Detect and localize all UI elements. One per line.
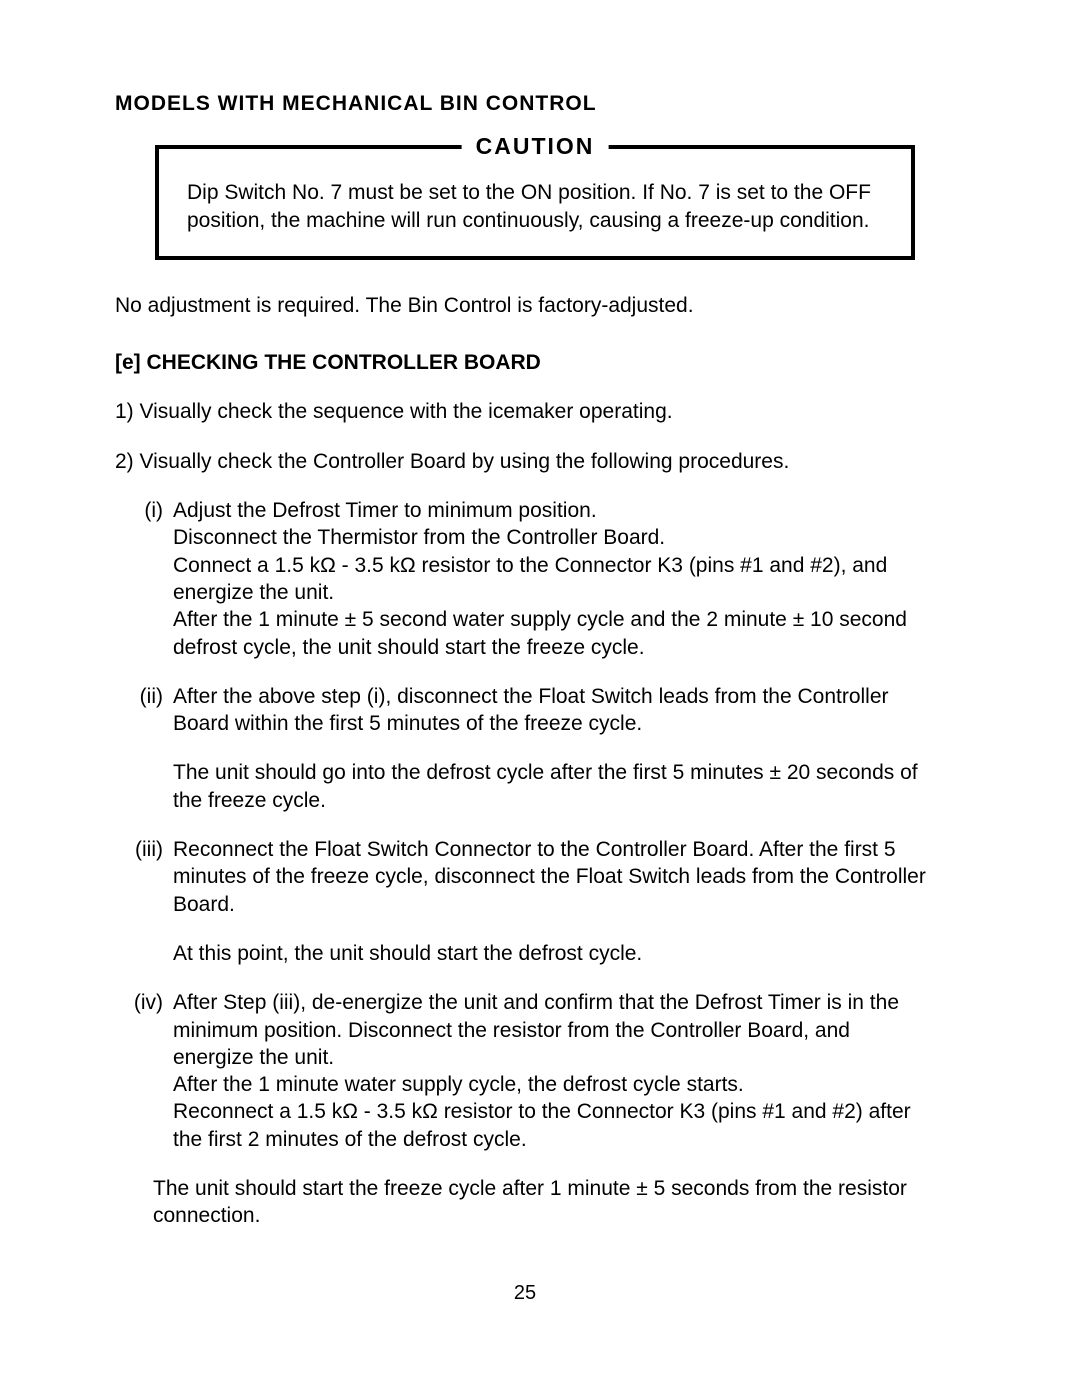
page-container: MODELS WITH MECHANICAL BIN CONTROL CAUTI… bbox=[0, 0, 1080, 1397]
caution-text: Dip Switch No. 7 must be set to the ON p… bbox=[187, 179, 883, 234]
item-label: (ii) bbox=[121, 683, 173, 814]
heading-models-mechanical-bin: MODELS WITH MECHANICAL BIN CONTROL bbox=[115, 90, 935, 117]
item-label: (i) bbox=[121, 497, 173, 661]
item-iv: (iv) After Step (iii), de-energize the u… bbox=[121, 989, 935, 1229]
item-body-text: Reconnect the Float Switch Connector to … bbox=[173, 836, 935, 918]
item-body-text: After the above step (i), disconnect the… bbox=[173, 683, 935, 738]
caution-label: CAUTION bbox=[462, 132, 609, 162]
item-body: After the above step (i), disconnect the… bbox=[173, 683, 935, 814]
item-ii: (ii) After the above step (i), disconnec… bbox=[121, 683, 935, 814]
item-sub-text: At this point, the unit should start the… bbox=[173, 940, 935, 967]
heading-section-e: [e] CHECKING THE CONTROLLER BOARD bbox=[115, 349, 935, 376]
item-body-text: Adjust the Defrost Timer to minimum posi… bbox=[173, 497, 935, 661]
item-body: After Step (iii), de-energize the unit a… bbox=[173, 989, 935, 1229]
caution-box: CAUTION Dip Switch No. 7 must be set to … bbox=[155, 145, 915, 260]
item-body-text: After Step (iii), de-energize the unit a… bbox=[173, 989, 935, 1153]
item-body: Reconnect the Float Switch Connector to … bbox=[173, 836, 935, 967]
item-body: Adjust the Defrost Timer to minimum posi… bbox=[173, 497, 935, 661]
step-1: 1) Visually check the sequence with the … bbox=[115, 398, 935, 425]
page-number: 25 bbox=[115, 1280, 935, 1306]
item-i: (i) Adjust the Defrost Timer to minimum … bbox=[121, 497, 935, 661]
item-sub-text: The unit should start the freeze cycle a… bbox=[153, 1175, 935, 1230]
step-2: 2) Visually check the Controller Board b… bbox=[115, 448, 935, 475]
item-iii: (iii) Reconnect the Float Switch Connect… bbox=[121, 836, 935, 967]
para-no-adjustment: No adjustment is required. The Bin Contr… bbox=[115, 292, 935, 319]
item-sub-text: The unit should go into the defrost cycl… bbox=[173, 759, 935, 814]
item-label: (iii) bbox=[121, 836, 173, 967]
